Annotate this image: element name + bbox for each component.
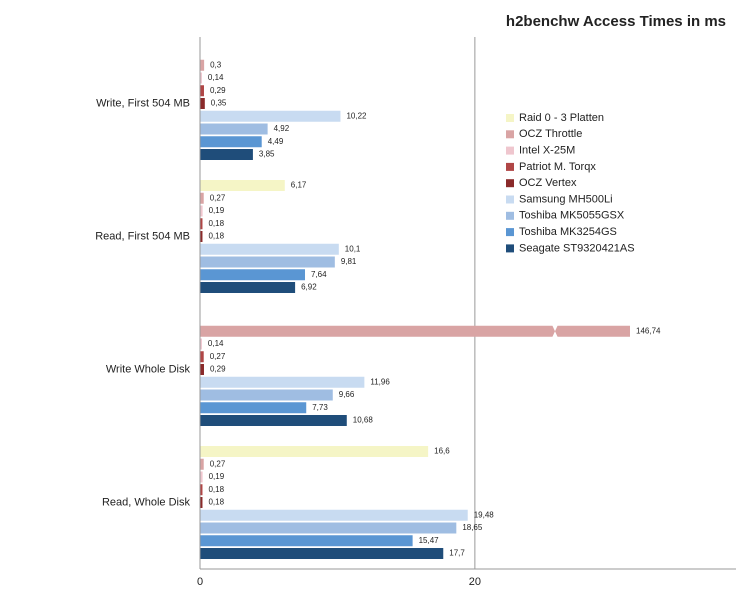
value-label: 10,68 — [353, 416, 374, 425]
bar — [200, 59, 205, 71]
bar — [200, 205, 203, 217]
value-label: 10,1 — [345, 244, 361, 253]
value-label: 0,35 — [211, 99, 227, 108]
bar — [200, 364, 204, 375]
legend-label: Seagate ST9320421AS — [519, 242, 635, 254]
value-label: 9,66 — [339, 390, 355, 399]
bar — [200, 192, 204, 204]
bar — [200, 218, 203, 230]
legend-swatch — [506, 228, 514, 237]
value-label: 0,19 — [209, 206, 225, 215]
x-tick-label: 0 — [197, 576, 203, 588]
value-label: 7,73 — [312, 403, 328, 412]
legend-label: Raid 0 - 3 Platten — [519, 112, 604, 124]
value-label: 0,18 — [208, 498, 224, 507]
bar — [200, 535, 413, 547]
chart-title: h2benchw Access Times in ms — [506, 13, 726, 30]
value-label: 0,14 — [208, 73, 224, 82]
bar — [200, 98, 205, 109]
value-label: 0,18 — [208, 232, 224, 241]
legend-label: Toshiba MK5055GSX — [519, 210, 625, 222]
bar — [200, 110, 341, 122]
bar — [200, 509, 468, 521]
bar — [200, 243, 339, 255]
bar — [200, 471, 203, 483]
value-label: 0,27 — [210, 459, 226, 468]
value-label: 15,47 — [419, 536, 440, 545]
bar — [200, 256, 335, 268]
category-label: Read, Whole Disk — [102, 496, 191, 508]
x-tick-label: 20 — [469, 576, 481, 588]
value-label: 0,27 — [210, 352, 226, 361]
value-label: 18,65 — [462, 523, 483, 532]
bar — [200, 522, 457, 534]
bar — [200, 548, 444, 559]
value-label: 11,96 — [370, 377, 390, 386]
legend-label: OCZ Throttle — [519, 128, 582, 140]
value-label: 3,85 — [259, 150, 275, 159]
value-label: 10,22 — [346, 111, 367, 120]
bar — [200, 402, 307, 414]
value-label: 17,7 — [449, 549, 465, 558]
bar — [200, 231, 203, 242]
category-label: Write, First 504 MB — [96, 97, 190, 109]
bar — [200, 123, 268, 135]
legend-label: Toshiba MK3254GS — [519, 226, 617, 238]
bar — [200, 72, 202, 84]
value-label: 0,18 — [208, 219, 224, 228]
legend-swatch — [506, 195, 514, 204]
value-label: 4,92 — [274, 124, 290, 133]
value-label: 0,18 — [208, 485, 224, 494]
bar — [200, 338, 202, 350]
bar — [200, 149, 253, 160]
bar — [200, 484, 203, 496]
bar — [200, 325, 630, 337]
bar — [200, 85, 204, 97]
bar — [200, 282, 296, 293]
legend-label: OCZ Vertex — [519, 177, 577, 189]
value-label: 0,29 — [210, 86, 226, 95]
legend-swatch — [506, 114, 514, 122]
legend-swatch — [506, 130, 514, 139]
legend-swatch — [506, 146, 514, 155]
value-label: 0,3 — [210, 60, 222, 69]
value-label: 19,48 — [474, 510, 495, 519]
bar — [200, 446, 429, 457]
value-label: 0,19 — [209, 472, 225, 481]
value-label: 16,6 — [434, 447, 450, 456]
bar — [200, 415, 347, 426]
legend-label: Intel X-25M — [519, 145, 575, 157]
bar — [200, 376, 365, 388]
value-label: 0,14 — [208, 339, 224, 348]
value-label: 6,17 — [291, 181, 307, 190]
value-label: 6,92 — [301, 283, 317, 292]
value-label: 4,49 — [268, 137, 284, 146]
bar — [200, 136, 262, 148]
legend-swatch — [506, 162, 514, 171]
legend-label: Patriot M. Torqx — [519, 161, 596, 173]
category-label: Write Whole Disk — [106, 363, 191, 375]
bar — [200, 458, 204, 470]
bar — [200, 389, 333, 401]
value-label: 0,27 — [210, 193, 226, 202]
legend-swatch — [506, 211, 514, 220]
bar — [200, 351, 204, 363]
value-label: 146,74 — [636, 326, 661, 335]
bar — [200, 269, 306, 281]
value-label: 7,64 — [311, 270, 327, 279]
legend-label: Samsung MH500Li — [519, 193, 613, 205]
category-label: Read, First 504 MB — [95, 230, 190, 242]
value-label: 9,81 — [341, 257, 357, 266]
legend-swatch — [506, 179, 514, 188]
bar — [200, 497, 203, 508]
axis-break — [552, 324, 558, 338]
bar — [200, 180, 285, 191]
value-label: 0,29 — [210, 365, 226, 374]
legend-swatch — [506, 244, 514, 253]
